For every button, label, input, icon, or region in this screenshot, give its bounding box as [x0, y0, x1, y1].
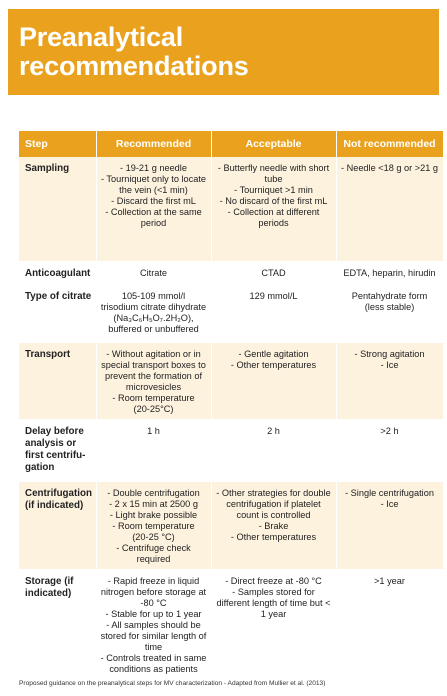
recommended-cell: Citrate — [96, 261, 212, 285]
acceptable-cell: - Gentle agitation - Other temperatures — [211, 342, 337, 420]
column-header-not-recommended: Not recommended — [336, 131, 444, 157]
table-row: Delay before analysis or first centrifu-… — [19, 419, 444, 482]
table-row: Type of citrate 105-109 mmol/l trisodium… — [19, 284, 444, 343]
page-title: Preanalytical recommendations — [19, 22, 249, 81]
acceptable-cell: - Butterfly needle with short tube - Tou… — [211, 157, 337, 262]
not-recommended-cell: >1 year — [336, 569, 444, 688]
table-row: Storage (if indicated) - Rapid freeze in… — [19, 569, 444, 688]
column-header-recommended: Recommended — [96, 131, 212, 157]
recommended-cell: - Without agitation or in special transp… — [96, 342, 212, 420]
step-cell: Delay before analysis or first centrifu-… — [19, 419, 97, 482]
step-cell: Anticoagulant — [19, 261, 97, 285]
step-cell: Sampling — [19, 157, 97, 262]
not-recommended-cell: Pentahydrate form (less stable) — [336, 284, 444, 343]
step-cell: Transport — [19, 342, 97, 420]
recommended-cell: - 19-21 g needle - Tourniquet only to lo… — [96, 157, 212, 262]
not-recommended-cell: - Strong agitation - Ice — [336, 342, 444, 420]
recommended-cell: 1 h — [96, 419, 212, 482]
recommended-cell: - Rapid freeze in liquid nitrogen before… — [96, 569, 212, 688]
step-cell: Storage (if indicated) — [19, 569, 97, 688]
not-recommended-cell: - Needle <18 g or >21 g — [336, 157, 444, 262]
figure-caption: Proposed guidance on the preanalytical s… — [19, 680, 326, 687]
step-cell: Centrifugation (if indicated) — [19, 481, 97, 570]
acceptable-cell: 129 mmol/L — [211, 284, 337, 343]
table-header-row: Step Recommended Acceptable Not recommen… — [19, 131, 444, 157]
recommended-cell: - Double centrifugation - 2 x 15 min at … — [96, 481, 212, 570]
not-recommended-cell: EDTA, heparin, hirudin — [336, 261, 444, 285]
not-recommended-cell: - Single centrifugation - Ice — [336, 481, 444, 570]
acceptable-cell: CTAD — [211, 261, 337, 285]
not-recommended-cell: >2 h — [336, 419, 444, 482]
acceptable-cell: - Direct freeze at -80 °C - Samples stor… — [211, 569, 337, 688]
title-banner: Preanalytical recommendations — [8, 9, 439, 95]
column-header-acceptable: Acceptable — [211, 131, 337, 157]
acceptable-cell: 2 h — [211, 419, 337, 482]
recommended-cell: 105-109 mmol/l trisodium citrate dihydra… — [96, 284, 212, 343]
step-cell: Type of citrate — [19, 284, 97, 343]
table-row: Anticoagulant Citrate CTAD EDTA, heparin… — [19, 261, 444, 285]
recommendations-table: Step Recommended Acceptable Not recommen… — [19, 131, 444, 688]
table-row: Sampling - 19-21 g needle - Tourniquet o… — [19, 157, 444, 262]
table-row: Centrifugation (if indicated) - Double c… — [19, 481, 444, 570]
column-header-step: Step — [19, 131, 97, 157]
table-row: Transport - Without agitation or in spec… — [19, 342, 444, 420]
acceptable-cell: - Other strategies for double centrifuga… — [211, 481, 337, 570]
